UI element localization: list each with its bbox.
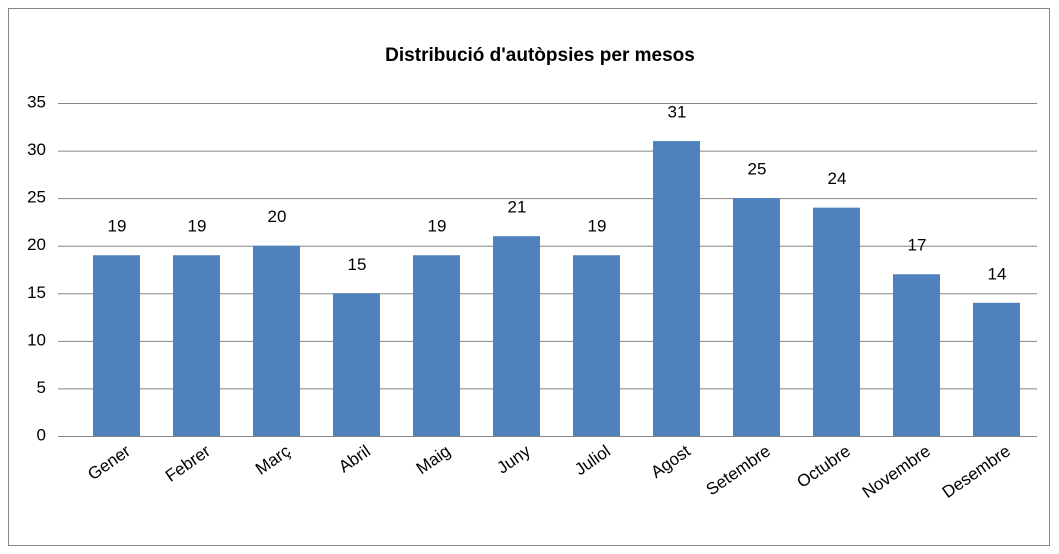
data-label: 25 [748, 160, 767, 179]
data-label: 19 [188, 217, 207, 236]
y-tick-label: 0 [37, 425, 46, 444]
bar [413, 255, 460, 436]
data-label: 19 [428, 217, 447, 236]
y-tick-label: 25 [27, 188, 46, 207]
data-label: 19 [108, 217, 127, 236]
bar [653, 141, 700, 437]
data-label: 19 [588, 217, 607, 236]
bar [173, 255, 220, 436]
bar [893, 274, 940, 436]
bar [573, 255, 620, 436]
data-label: 21 [508, 198, 527, 217]
y-tick-label: 35 [27, 92, 46, 111]
bar [813, 207, 860, 436]
data-label: 20 [268, 207, 287, 226]
bar [253, 245, 300, 436]
y-tick-label: 5 [37, 378, 46, 397]
bar [93, 255, 140, 436]
y-tick-label: 15 [27, 283, 46, 302]
y-tick-label: 30 [27, 140, 46, 159]
bar [493, 236, 540, 436]
bar [973, 302, 1020, 436]
data-label: 31 [668, 103, 687, 122]
y-tick-label: 20 [27, 235, 46, 254]
data-label: 17 [908, 236, 927, 255]
y-tick-label: 10 [27, 330, 46, 349]
bar [733, 198, 780, 436]
data-label: 14 [988, 264, 1007, 283]
chart-title: Distribució d'autòpsies per mesos [385, 45, 695, 66]
data-label: 15 [348, 255, 367, 274]
data-label: 24 [828, 169, 847, 188]
bar [333, 293, 380, 436]
